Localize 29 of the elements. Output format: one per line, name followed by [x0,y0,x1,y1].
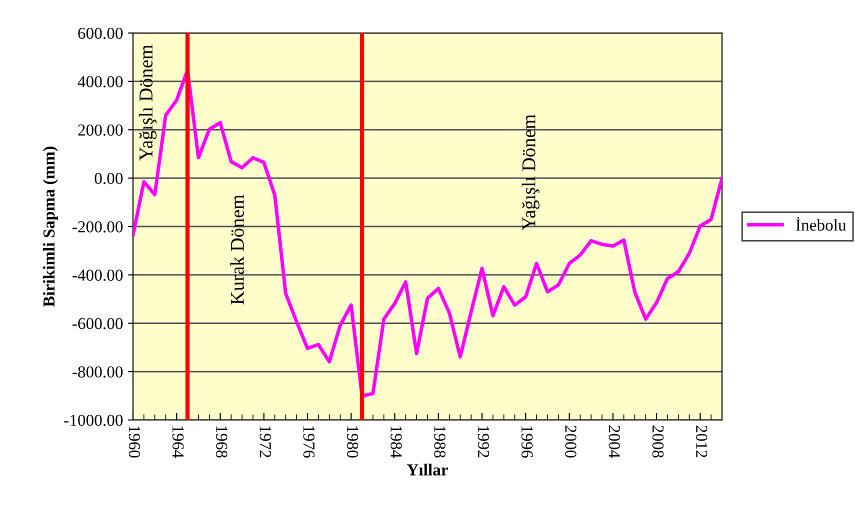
x-tick-label: 1968 [216,426,228,458]
y-tick-label: -200.00 [72,221,123,233]
x-tick-label: 1988 [434,426,446,458]
x-tick-label: 1972 [260,426,271,458]
annotation: Yağışlı Dönem [138,44,157,161]
x-tick-label: 2012 [696,426,708,458]
legend-label: İnebolu [796,216,846,231]
y-axis-title: Birikimli Sapma (mm) [42,146,58,307]
annotation: Yağışlı Dönem [522,114,540,230]
x-tick-label: 1976 [303,426,315,458]
y-tick-label: 0.00 [94,172,123,184]
x-tick-label: 1960 [128,426,140,458]
y-tick-label: 200.00 [78,124,123,136]
x-tick-label: 2004 [608,426,620,458]
x-tick-label: 1964 [172,426,184,458]
annotation: Kurak Dönem [230,194,244,305]
y-tick-label: -1000.00 [64,414,123,426]
x-axis-title: Yıllar [406,464,448,476]
x-tick-label: 1996 [521,426,533,458]
x-tick-label: 1980 [346,426,358,458]
y-tick-label: -800.00 [72,366,123,378]
y-tick-label: 600.00 [78,28,123,40]
x-tick-label: 1992 [478,426,490,458]
y-tick-label: -400.00 [72,270,123,281]
y-tick-label: -600.00 [72,318,123,330]
x-tick-label: 1984 [390,426,402,458]
y-tick-label: 400.00 [78,76,123,88]
x-tick-label: 2000 [565,426,576,458]
x-tick-label: 2008 [652,426,664,458]
